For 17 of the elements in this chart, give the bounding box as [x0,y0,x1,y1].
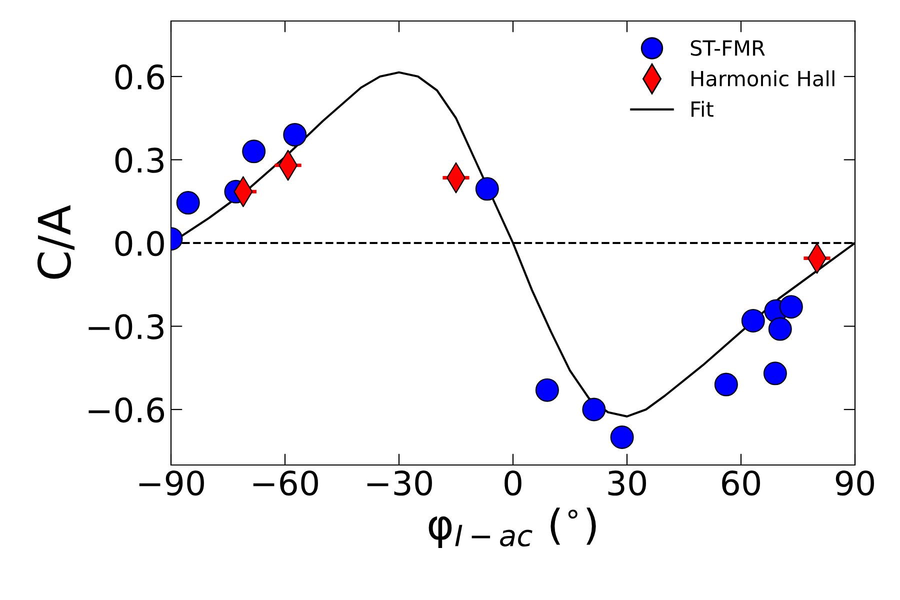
x-tick-label: −90 [139,470,204,496]
x-axis-title: φ$_{I−ac}$ ($^{∘}$) [428,508,596,548]
x-tick-label: 60 [722,470,760,496]
legend-label: Fit [692,100,714,117]
x-tick-label: 90 [836,470,874,496]
y-tick-label: −0.6 [88,397,164,423]
x-tick-label: 0 [504,470,522,496]
legend-label: ST-FMR [690,40,765,56]
x-tick-label: −60 [253,470,318,496]
x-tick-label: −30 [367,470,432,496]
x-tick-label: 30 [608,470,646,496]
y-tick-label: 0.0 [115,230,164,256]
y-axis-title: C/A [37,205,75,279]
y-tick-label: −0.3 [88,314,164,340]
legend-label: Harmonic Hall [692,70,834,86]
y-tick-label: 0.3 [115,148,164,173]
y-tick-label: 0.6 [115,64,164,90]
